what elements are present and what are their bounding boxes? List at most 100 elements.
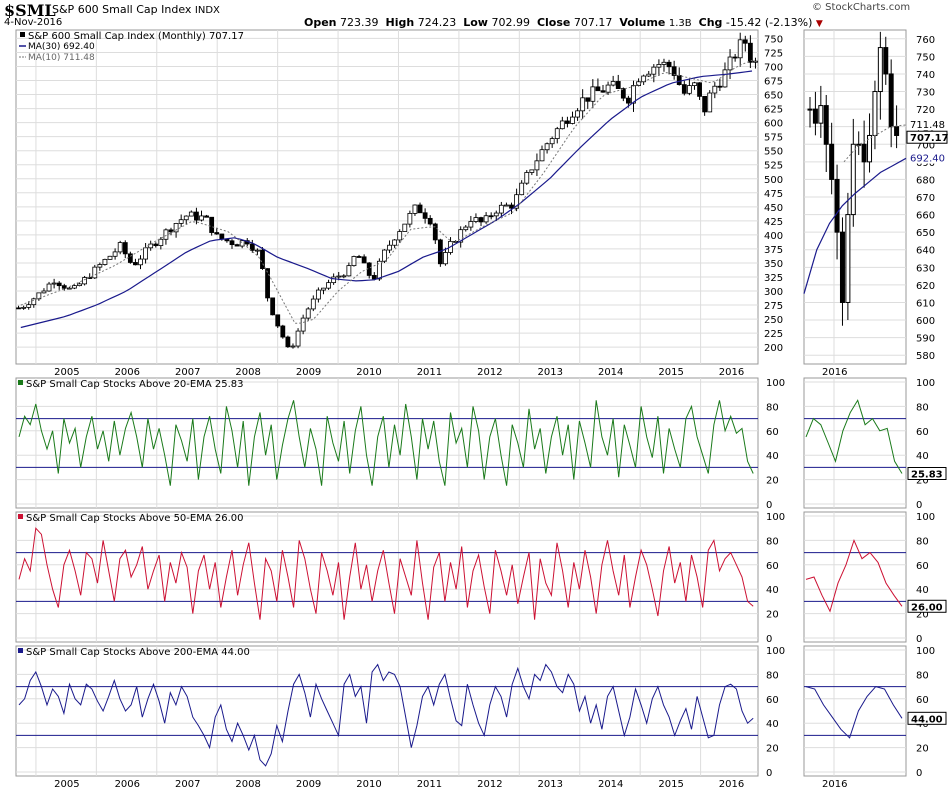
- price-tick-label: 250: [764, 315, 783, 326]
- candle-body: [473, 217, 479, 222]
- indicator-line: [18, 400, 754, 486]
- indicator-value-tag-box: [907, 599, 947, 613]
- low-value: 702.99: [491, 16, 530, 29]
- mini-tick-label: 740: [916, 70, 935, 81]
- candle-body: [361, 256, 367, 264]
- candle-body: [443, 252, 448, 265]
- candle-body: [102, 258, 108, 265]
- candle-body: [575, 110, 580, 118]
- candle-body: [559, 120, 565, 130]
- indicator-legend-swatch: [18, 514, 23, 519]
- candle-body: [671, 66, 677, 76]
- indicator-value-tag: 44.00: [911, 714, 943, 725]
- value-tag-box: [907, 118, 947, 131]
- indicator-tick-label: 100: [766, 378, 785, 389]
- indicator-mini-tick-label: 100: [916, 512, 935, 523]
- price-tick-label: 750: [764, 34, 783, 45]
- candle-body: [153, 243, 159, 247]
- price-tick-label: 275: [764, 301, 783, 312]
- indicator-mini-tick-label: 60: [916, 561, 929, 572]
- candle-body: [66, 287, 72, 290]
- mini-tick-label: 670: [916, 193, 935, 204]
- candle-body: [600, 90, 606, 93]
- x-tick-label: 2013: [538, 367, 563, 378]
- candle-body: [117, 242, 123, 253]
- price-candles: [16, 32, 758, 349]
- panel-frame-main-2: [15, 511, 759, 643]
- x-tick-label-bottom: 2016: [719, 779, 744, 790]
- candle-body: [529, 169, 535, 173]
- indicator-tick-label: 0: [766, 500, 772, 511]
- ticker-symbol: $SML: [4, 1, 56, 20]
- down-arrow-icon: ▼: [815, 19, 823, 29]
- candle-body: [478, 217, 484, 223]
- price-tick-label: 575: [764, 133, 783, 144]
- candle-body: [402, 223, 408, 232]
- mini-candle-body: [812, 108, 818, 124]
- mini-tick-label: 590: [916, 334, 935, 345]
- candle-body: [97, 264, 103, 268]
- x-tick-label: 2014: [598, 367, 623, 378]
- candle-body: [737, 39, 743, 59]
- mini-tick-label: 760: [916, 35, 935, 46]
- candle-body: [341, 275, 347, 278]
- price-tick-label: 450: [764, 203, 783, 214]
- candle-body: [712, 85, 718, 94]
- candle-body: [194, 211, 199, 221]
- panel-frame-mini-1: [803, 377, 907, 509]
- x-tick-label-bottom: 2013: [538, 779, 563, 790]
- candle-body: [651, 66, 657, 75]
- price-tick-label: 375: [764, 245, 783, 256]
- price-tick-label: 700: [764, 62, 783, 73]
- candle-body: [219, 233, 225, 240]
- x-tick-label-bottom: 2008: [235, 779, 260, 790]
- candle-body: [539, 149, 545, 162]
- price-tick-label: 350: [764, 259, 783, 270]
- candle-body: [376, 260, 382, 280]
- candle-body: [199, 215, 204, 221]
- indicator-mini-tick-label: 20: [916, 476, 929, 487]
- panel-frame-main-3: [15, 645, 759, 777]
- indicator-mini-tick-label: 0: [916, 500, 922, 511]
- ma30-line: [20, 70, 753, 329]
- price-tick-label: 325: [764, 273, 783, 284]
- x-tick-label: 2016: [719, 367, 744, 378]
- candle-body: [707, 92, 713, 113]
- candle-body: [463, 226, 469, 231]
- candle-body: [407, 213, 413, 225]
- mini-tick-label: 640: [916, 246, 935, 257]
- candle-body: [509, 204, 514, 209]
- x-tick-label: 2005: [54, 367, 79, 378]
- x-tick-label: 2007: [175, 367, 200, 378]
- x-tick-label-bottom: 2005: [54, 779, 79, 790]
- mini-tick-label: 610: [916, 298, 935, 309]
- candle-body: [544, 143, 550, 151]
- indicator-mini-tick-label: 80: [916, 536, 929, 547]
- candle-body: [504, 204, 509, 207]
- x-tick-label-bottom: 2012: [477, 779, 502, 790]
- panel-frame-mini-2: [803, 511, 907, 643]
- candle-body: [747, 42, 753, 63]
- value-tag: 707.17: [910, 133, 949, 144]
- mini-candle-body: [829, 143, 835, 180]
- indicator-mini-tick-label: 80: [916, 670, 929, 681]
- mini-tick-label: 660: [916, 211, 935, 222]
- candle-body: [417, 204, 423, 214]
- candle-body: [133, 262, 138, 266]
- candle-body: [127, 253, 133, 263]
- candle-body: [178, 219, 184, 224]
- indicator-line: [18, 663, 754, 767]
- candle-body: [554, 128, 560, 139]
- indicator-mini-tick-label: 60: [916, 427, 929, 438]
- close-value: 707.17: [573, 16, 613, 29]
- indicator-tick-label: 40: [766, 451, 779, 462]
- candle-body: [636, 81, 641, 86]
- candle-body: [255, 249, 260, 252]
- candle-body: [697, 82, 702, 97]
- candle-body: [732, 56, 738, 59]
- candle-body: [61, 285, 67, 289]
- candle-body: [524, 172, 530, 184]
- candle-body: [138, 258, 143, 266]
- candle-body: [422, 212, 428, 219]
